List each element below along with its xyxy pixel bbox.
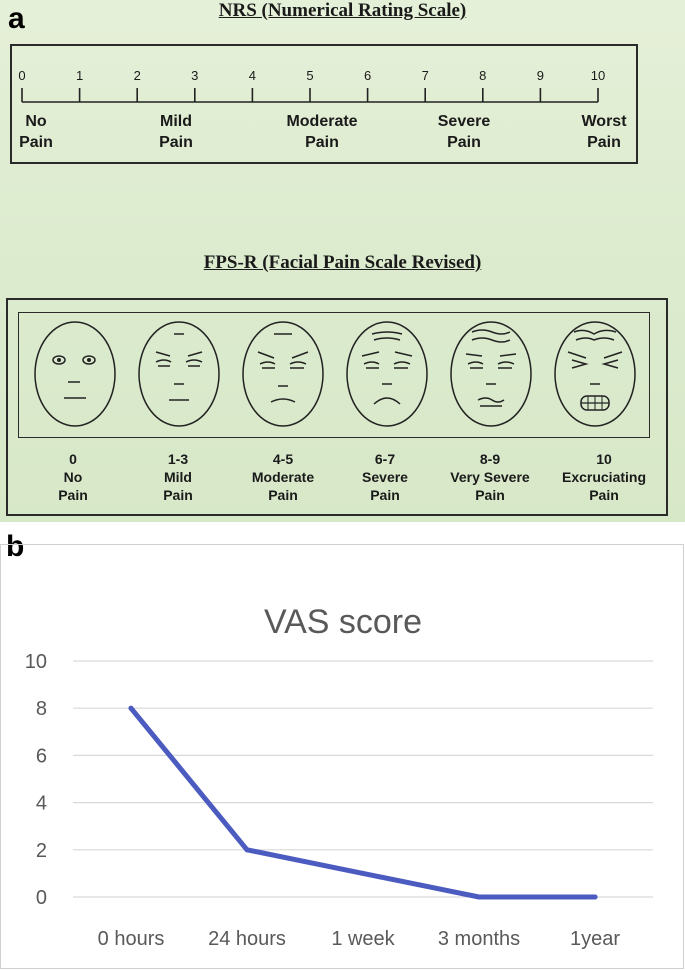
data-point [360, 870, 366, 876]
chart-title: VAS score [264, 603, 422, 641]
nrs-label-no-pain: No Pain [19, 113, 53, 151]
nrs-tick-label: 10 [590, 68, 606, 83]
nrs-tick-label: 5 [306, 68, 314, 83]
data-point [244, 847, 250, 853]
panel-a-label: a [8, 2, 25, 35]
data-point [128, 705, 134, 711]
face-no-pain-icon [30, 318, 120, 430]
nrs-tick-label: 7 [421, 68, 429, 83]
face-label-very-severe-pain: 8-9 Very Severe Pain [450, 451, 530, 503]
y-tick-label: 6 [36, 745, 47, 767]
nrs-tick-label: 2 [133, 68, 141, 83]
face-label-severe-pain: 6-7 Severe Pain [362, 451, 408, 503]
nrs-tick-label: 3 [191, 68, 199, 83]
face-label-no-pain: 0 No Pain [58, 451, 88, 503]
y-tick-label: 4 [36, 793, 47, 815]
nrs-box [10, 44, 638, 164]
face-moderate-pain-icon [238, 318, 328, 430]
nrs-label-mild-pain: Mild Pain [159, 113, 193, 151]
vas-line-chart: VAS score 0 2 4 6 8 10 0 hours 24 hours 1 week 3 m… [25, 603, 653, 950]
nrs-label-moderate-pain: Moderate Pain [286, 113, 358, 151]
x-tick-label: 1year [570, 928, 620, 950]
face-mild-pain-icon [134, 318, 224, 430]
panel-b-label: b [6, 530, 25, 563]
fps-outer-box [6, 298, 668, 516]
nrs-tick-label: 1 [75, 68, 84, 83]
face-excruciating-pain-icon [550, 318, 640, 430]
face-very-severe-pain-icon [446, 318, 536, 430]
nrs-scale-line [21, 88, 599, 103]
nrs-label-severe-pain: Severe Pain [437, 113, 491, 151]
pain-scales-figure: a NRS (Numerical Rating Scale) 0 1 2 3 4 5 6 7 8… [0, 0, 685, 522]
nrs-tick-label: 9 [536, 68, 545, 83]
y-tick-label: 0 [36, 887, 47, 909]
y-tick-label: 10 [25, 651, 47, 673]
face-label-excruciating-pain: 10 Excruciating Pain [561, 451, 647, 503]
nrs-tick-label: 0 [18, 68, 26, 83]
nrs-tick-label: 4 [248, 68, 257, 83]
nrs-title: NRS (Numerical Rating Scale) [218, 0, 467, 21]
fps-inner-box [18, 312, 650, 438]
chart-frame: VAS score 0 2 4 6 8 10 0 hours 24 hours 1 week 3 m… [0, 544, 684, 969]
fps-title: FPS-R (Facial Pain Scale Revised) [203, 252, 482, 273]
face-label-mild-pain: 1-3 Mild Pain [163, 451, 193, 503]
x-tick-label: 3 months [438, 928, 520, 950]
y-tick-label: 2 [36, 840, 47, 862]
data-point [592, 894, 598, 900]
vas-chart-panel: b VAS score 0 2 4 6 8 10 0 hours 24 hours 1 week 3… [0, 522, 685, 970]
nrs-tick-label: 6 [363, 68, 372, 83]
x-tick-label: 0 hours [98, 928, 165, 950]
x-tick-label: 24 hours [208, 928, 286, 950]
face-severe-pain-icon [342, 318, 432, 430]
x-tick-label: 1 week [331, 928, 395, 950]
face-label-moderate-pain: 4-5 Moderate Pain [251, 451, 315, 503]
nrs-tick-label: 8 [479, 68, 487, 83]
data-point [476, 894, 482, 900]
nrs-label-worst-pain: Worst Pain [581, 113, 627, 151]
y-tick-label: 8 [36, 698, 47, 720]
